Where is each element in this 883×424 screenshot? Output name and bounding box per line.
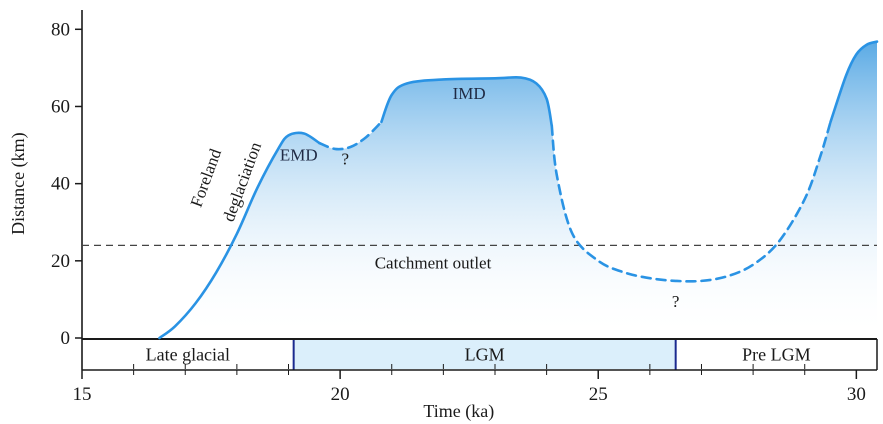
x-tick-label: 20 bbox=[331, 384, 350, 405]
annotation-label: ? bbox=[342, 149, 350, 168]
annotation-label: Foreland bbox=[187, 146, 226, 210]
x-axis-title: Time (ka) bbox=[423, 401, 494, 422]
period-band bbox=[82, 340, 294, 369]
area-fill bbox=[159, 41, 877, 338]
series-line-dashed bbox=[318, 120, 383, 151]
y-tick-label: 60 bbox=[51, 96, 70, 117]
x-tick-label: 30 bbox=[847, 384, 866, 405]
annotation-label: ? bbox=[672, 292, 680, 311]
area-fill-layer bbox=[159, 41, 877, 338]
period-label: LGM bbox=[465, 345, 505, 365]
y-axis-title: Distance (km) bbox=[8, 132, 29, 234]
series-line-solid bbox=[158, 131, 321, 340]
series-lines bbox=[158, 40, 879, 340]
period-label: Late glacial bbox=[146, 345, 230, 365]
x-tick-label: 15 bbox=[73, 384, 92, 405]
y-tick-label: 0 bbox=[61, 328, 71, 349]
period-band bbox=[293, 340, 676, 369]
annotation-label: IMD bbox=[453, 84, 486, 103]
y-tick-label: 80 bbox=[51, 19, 70, 40]
series-line-solid bbox=[829, 40, 879, 124]
period-bar: Late glacial LGM Pre LGM bbox=[82, 338, 878, 370]
y-tick-label: 20 bbox=[51, 251, 70, 272]
catchment-outlet-label: Catchment outlet bbox=[375, 253, 492, 272]
y-tick-label: 40 bbox=[51, 174, 70, 195]
annotation-label: EMD bbox=[280, 145, 318, 164]
series-line-dashed bbox=[550, 120, 832, 283]
series-line-solid bbox=[380, 75, 554, 128]
x-tick-label: 25 bbox=[589, 384, 608, 405]
period-band bbox=[675, 340, 877, 369]
period-label: Pre LGM bbox=[742, 345, 811, 365]
axes: 0 20 40 60 80 15 20 25 30 bbox=[51, 10, 877, 405]
reference-line-layer: Catchment outlet bbox=[82, 244, 877, 272]
